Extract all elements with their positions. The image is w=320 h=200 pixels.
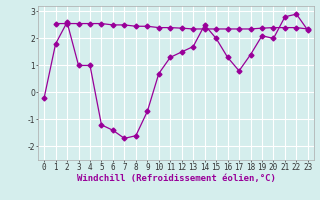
- X-axis label: Windchill (Refroidissement éolien,°C): Windchill (Refroidissement éolien,°C): [76, 174, 276, 183]
